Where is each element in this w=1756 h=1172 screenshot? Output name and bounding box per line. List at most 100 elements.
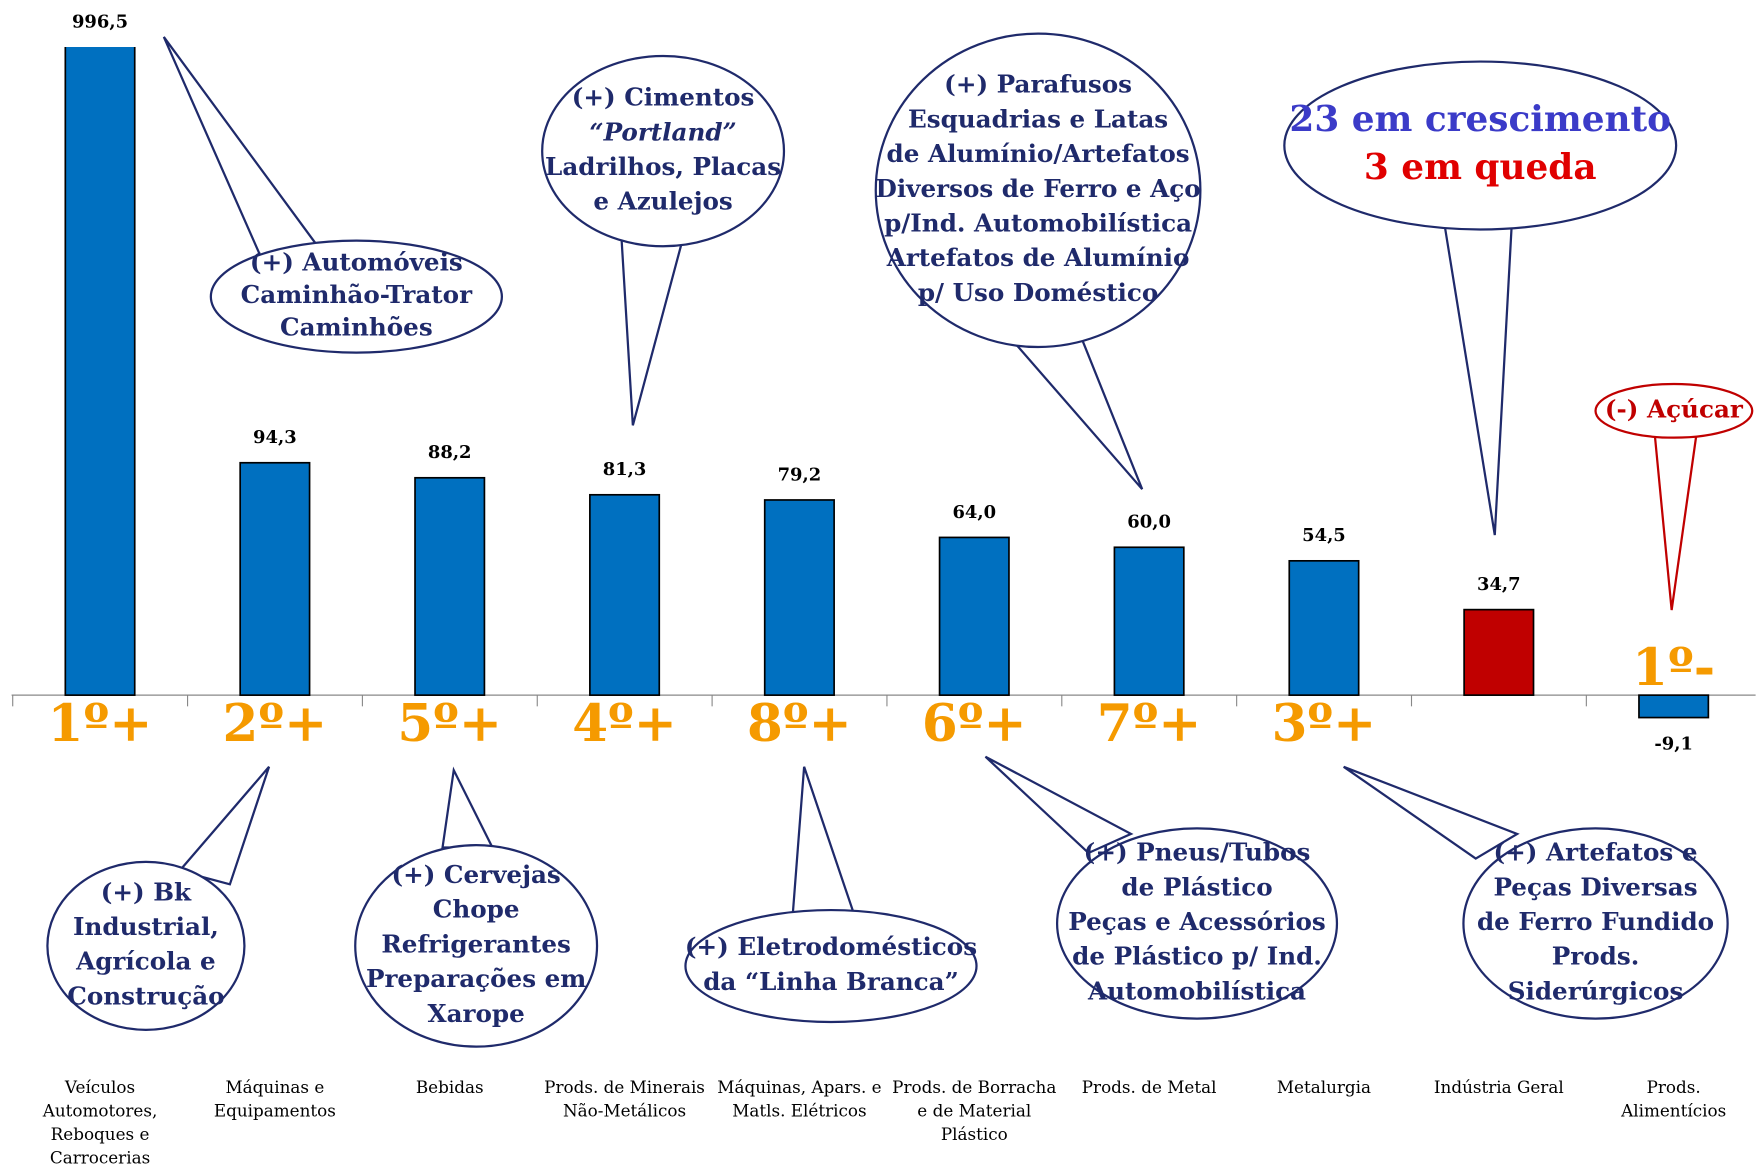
- callout-text: “Portland”: [589, 117, 736, 146]
- callout-text: de Ferro Fundido: [1477, 907, 1714, 936]
- bar: [1463, 608, 1535, 696]
- callout-text: da “Linha Branca”: [703, 967, 959, 996]
- callout-text: 3 em queda: [1364, 146, 1597, 188]
- callout-text: Peças e Acessórios: [1068, 907, 1326, 936]
- label-line: Equipamentos: [214, 1100, 336, 1120]
- callout-bubble: [1283, 60, 1678, 231]
- value-label: 996,5: [72, 11, 128, 32]
- label-line: Prods. de Borracha: [892, 1077, 1056, 1097]
- callout-bubble: [1055, 827, 1339, 1020]
- bar: [763, 499, 835, 696]
- callout-text: de Alumínio/Artefatos: [887, 139, 1190, 168]
- callout-text: 23 em crescimento: [1289, 98, 1671, 140]
- callout-tail: [620, 236, 685, 426]
- callout-tail: [1343, 765, 1520, 860]
- value-label: 60,0: [1127, 512, 1171, 533]
- callout-text: e Azulejos: [593, 187, 732, 216]
- callout-bubble: [541, 54, 786, 248]
- bar: [938, 536, 1010, 696]
- callout-tail: [162, 36, 319, 257]
- callout-text: (+) Cervejas: [391, 860, 560, 889]
- value-label: 64,0: [952, 502, 996, 523]
- value-label: 81,3: [603, 459, 647, 480]
- callout-tail: [1011, 334, 1144, 490]
- rank-label: 7º+: [1097, 694, 1202, 754]
- label-line: Indústria Geral: [1434, 1077, 1564, 1097]
- callout-text: Prods.: [1552, 942, 1640, 971]
- x-tick-label: Bebidas: [416, 1077, 484, 1097]
- callout-text: (+) Parafusos: [944, 70, 1132, 99]
- x-tick-label: Veículos Automotores, Reboques e Carroceria…: [42, 1077, 158, 1168]
- callout-text: Chope: [433, 895, 520, 924]
- callout-text: (+) Pneus/Tubos: [1084, 838, 1311, 867]
- rank-label: 4º+: [572, 694, 677, 754]
- callout-text: p/Ind. Automobilística: [884, 208, 1192, 237]
- label-line: Carrocerias: [50, 1147, 150, 1167]
- label-line: Prods.: [1647, 1077, 1701, 1097]
- label-line: Bebidas: [416, 1077, 484, 1097]
- x-tick-label: Metalurgia: [1277, 1077, 1371, 1097]
- callout-text: Diversos de Ferro e Aço: [875, 174, 1200, 203]
- x-tick-label: Prods. de Borracha e de Material Plástico: [892, 1077, 1056, 1144]
- rank-label: 1º+: [48, 694, 153, 754]
- label-line: Plástico: [941, 1124, 1008, 1144]
- value-label: 54,5: [1302, 525, 1346, 546]
- callout-text: Xarope: [427, 999, 524, 1028]
- bar: [414, 476, 486, 696]
- x-tick-label: Máquinas, Apars. e Matls. Elétricos: [717, 1077, 881, 1121]
- label-line: Metalurgia: [1277, 1077, 1371, 1097]
- label-line: Prods. de Minerais: [544, 1077, 705, 1097]
- bar: [1288, 559, 1360, 696]
- value-label: 34,7: [1477, 574, 1521, 595]
- callout-text: de Plástico p/ Ind.: [1072, 942, 1322, 971]
- callout-text: (-) Açúcar: [1605, 394, 1744, 423]
- callout-text: (+) Automóveis: [250, 248, 463, 277]
- callout-tail: [1653, 434, 1698, 611]
- x-tick-label: Indústria Geral: [1434, 1077, 1564, 1097]
- x-tick-label: Máquinas e Equipamentos: [214, 1077, 336, 1121]
- callout-bubble: [354, 844, 599, 1048]
- callout-text: Agrícola e: [75, 947, 216, 976]
- bar: [64, 47, 136, 696]
- callout-bubble: [209, 239, 504, 354]
- bar: [1638, 694, 1710, 719]
- callout-tail: [177, 766, 271, 886]
- callout-text: Construção: [67, 981, 224, 1010]
- callout-text: (+) Cimentos: [572, 83, 755, 112]
- x-tick-label: Prods. Alimentícios: [1620, 1077, 1726, 1121]
- x-tick-label: Prods. de Metal: [1082, 1077, 1217, 1097]
- value-label: 79,2: [778, 464, 822, 485]
- rank-label: 8º+: [747, 694, 852, 754]
- callout-text: p/ Uso Doméstico: [918, 278, 1158, 307]
- callout-tail: [1443, 222, 1513, 536]
- callout-text: Ladrilhos, Placas: [545, 152, 781, 181]
- bar: [589, 493, 661, 696]
- label-line: Máquinas e: [225, 1077, 324, 1097]
- rank-label: 6º+: [922, 694, 1027, 754]
- bar: [1113, 546, 1185, 696]
- callout-text: (+) Artefatos e: [1494, 838, 1698, 867]
- callout-text: (+) Bk: [101, 877, 192, 906]
- callout-text: Industrial,: [73, 912, 219, 941]
- callout-bubble: [684, 908, 978, 1024]
- rank-label: 2º+: [223, 694, 328, 754]
- label-line: Veículos: [64, 1077, 135, 1097]
- callout-tail: [441, 766, 495, 850]
- value-label: 88,2: [428, 442, 472, 463]
- rank-label: 1º-: [1632, 638, 1715, 698]
- callout-text: Esquadrias e Latas: [908, 104, 1168, 133]
- callout-text: Peças Diversas: [1493, 872, 1697, 901]
- callout-bubble: [874, 32, 1202, 349]
- callout-text: (+) Eletrodomésticos: [685, 932, 977, 961]
- x-tick-label: Prods. de Minerais Não-Metálicos: [544, 1077, 705, 1121]
- callout-text: Automobilística: [1087, 976, 1306, 1005]
- callout-bubble: [1594, 382, 1754, 439]
- callout-text: Caminhões: [280, 313, 433, 342]
- value-label: -9,1: [1654, 733, 1693, 754]
- label-line: Automotores,: [42, 1100, 158, 1120]
- callout-text: de Plástico: [1121, 872, 1272, 901]
- label-line: Reboques e: [51, 1124, 150, 1144]
- callout-text: Preparações em: [366, 964, 586, 993]
- label-line: Matls. Elétricos: [732, 1100, 866, 1120]
